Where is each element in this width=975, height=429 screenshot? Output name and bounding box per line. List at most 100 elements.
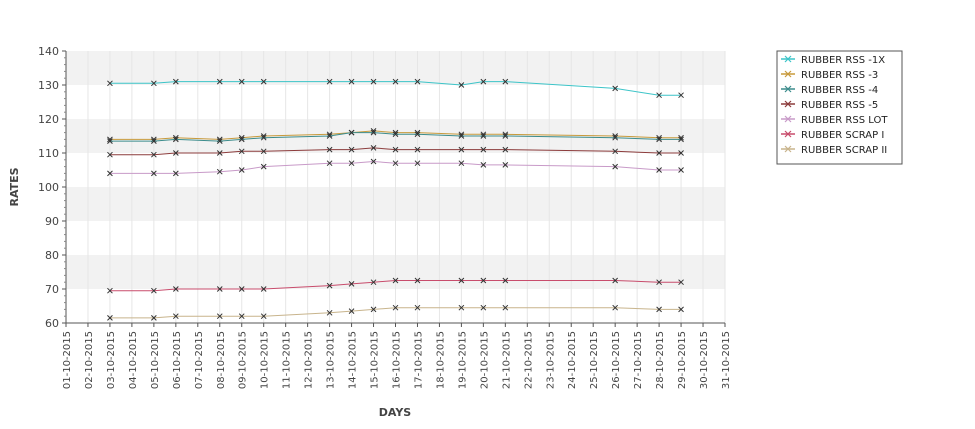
data-point-marker bbox=[348, 129, 355, 136]
data-point-marker bbox=[260, 78, 267, 85]
data-point-marker bbox=[172, 170, 179, 177]
data-point-marker bbox=[480, 304, 487, 311]
data-point-marker bbox=[172, 313, 179, 320]
x-tick-label: 28-10-2015 bbox=[655, 331, 666, 389]
data-point-marker bbox=[612, 85, 619, 92]
data-point-marker bbox=[216, 286, 223, 292]
data-point-marker bbox=[480, 78, 487, 85]
x-tick-label: 01-10-2015 bbox=[62, 331, 73, 389]
data-point-marker bbox=[502, 146, 509, 153]
x-tick-label: 03-10-2015 bbox=[106, 331, 117, 389]
x-tick-label: 13-10-2015 bbox=[326, 331, 337, 389]
x-tick-label: 18-10-2015 bbox=[435, 331, 446, 389]
legend: RUBBER RSS -1X RUBBER RSS -3 RUBBER RSS -4… bbox=[776, 50, 903, 165]
data-point-marker bbox=[480, 146, 487, 153]
legend-item: RUBBER RSS LOT bbox=[781, 115, 888, 126]
series-group bbox=[107, 277, 684, 294]
data-point-marker bbox=[238, 313, 245, 320]
data-point-marker bbox=[107, 80, 113, 87]
legend-label: RUBBER RSS -3 bbox=[801, 70, 878, 81]
data-point-marker bbox=[458, 277, 465, 284]
y-tick-label: 100 bbox=[38, 181, 59, 194]
data-point-marker bbox=[612, 163, 619, 170]
legend-label: RUBBER RSS -4 bbox=[801, 85, 878, 96]
data-point-marker bbox=[107, 151, 113, 158]
legend-label: RUBBER RSS -5 bbox=[801, 100, 878, 111]
data-point-marker bbox=[216, 150, 223, 156]
data-point-marker bbox=[172, 150, 179, 156]
data-point-marker bbox=[678, 92, 684, 99]
data-point-marker bbox=[370, 158, 377, 165]
x-tick-label: 22-10-2015 bbox=[523, 331, 534, 389]
y-axis-title: RATES bbox=[8, 167, 21, 206]
data-point-marker bbox=[172, 286, 179, 292]
y-tick-label: 110 bbox=[38, 147, 59, 160]
series-group bbox=[107, 129, 684, 144]
data-point-marker bbox=[656, 92, 662, 99]
data-point-marker bbox=[458, 160, 465, 167]
data-point-marker bbox=[612, 148, 619, 155]
x-tick-label: 09-10-2015 bbox=[238, 331, 249, 389]
data-point-marker bbox=[238, 148, 245, 155]
data-point-marker bbox=[326, 78, 333, 85]
data-point-marker bbox=[656, 279, 662, 286]
legend-item: RUBBER SCRAP II bbox=[781, 145, 887, 156]
x-tick-label: 04-10-2015 bbox=[128, 331, 139, 389]
x-tick-label: 27-10-2015 bbox=[633, 331, 644, 389]
data-point-marker bbox=[216, 313, 223, 320]
data-point-marker bbox=[370, 145, 377, 151]
data-point-marker bbox=[502, 133, 509, 139]
data-point-marker bbox=[348, 160, 355, 167]
x-tick-label: 12-10-2015 bbox=[304, 331, 315, 389]
x-tick-label: 30-10-2015 bbox=[699, 331, 710, 389]
legend-item: RUBBER RSS -3 bbox=[781, 70, 878, 81]
data-point-marker bbox=[414, 146, 421, 153]
x-tick-label: 14-10-2015 bbox=[348, 331, 359, 389]
x-tick-label: 16-10-2015 bbox=[392, 331, 403, 389]
data-point-marker bbox=[656, 136, 662, 143]
data-point-marker bbox=[480, 133, 487, 139]
legend-item: RUBBER RSS -1X bbox=[781, 55, 885, 66]
series-group bbox=[107, 145, 684, 158]
data-point-marker bbox=[348, 78, 355, 85]
x-tick-label: 11-10-2015 bbox=[282, 331, 293, 389]
data-point-marker bbox=[260, 163, 267, 170]
x-tick-label: 20-10-2015 bbox=[479, 331, 490, 389]
data-point-marker bbox=[172, 78, 179, 85]
x-tick-label: 23-10-2015 bbox=[545, 331, 556, 389]
data-point-marker bbox=[502, 78, 509, 85]
x-tick-label: 15-10-2015 bbox=[370, 331, 381, 389]
x-tick-label: 08-10-2015 bbox=[216, 331, 227, 389]
data-point-marker bbox=[326, 133, 333, 139]
data-point-marker bbox=[326, 282, 333, 289]
series-group bbox=[107, 78, 684, 99]
x-tick-label: 07-10-2015 bbox=[194, 331, 205, 389]
data-point-marker bbox=[370, 129, 377, 136]
y-tick-label: 60 bbox=[45, 317, 59, 330]
data-point-marker bbox=[216, 138, 223, 144]
data-point-marker bbox=[326, 309, 333, 316]
data-point-marker bbox=[502, 304, 509, 311]
data-point-marker bbox=[502, 162, 509, 168]
data-point-marker bbox=[458, 133, 465, 139]
data-point-marker bbox=[612, 304, 619, 311]
data-point-marker bbox=[107, 138, 113, 144]
data-point-marker bbox=[151, 287, 157, 294]
data-point-marker bbox=[678, 150, 684, 156]
y-tick-label: 80 bbox=[45, 249, 59, 262]
x-tick-label: 21-10-2015 bbox=[501, 331, 512, 389]
data-point-marker bbox=[260, 286, 267, 292]
data-point-marker bbox=[172, 136, 179, 143]
data-point-marker bbox=[678, 136, 684, 143]
data-point-marker bbox=[656, 167, 662, 173]
series-group bbox=[107, 158, 684, 177]
y-tick-label: 70 bbox=[45, 283, 59, 296]
data-point-marker bbox=[238, 167, 245, 173]
data-point-marker bbox=[151, 151, 157, 158]
x-tick-label: 17-10-2015 bbox=[413, 331, 424, 389]
data-point-marker bbox=[678, 279, 684, 286]
data-point-marker bbox=[392, 131, 399, 138]
data-point-marker bbox=[238, 78, 245, 85]
data-point-marker bbox=[348, 146, 355, 153]
data-point-marker bbox=[414, 131, 421, 138]
